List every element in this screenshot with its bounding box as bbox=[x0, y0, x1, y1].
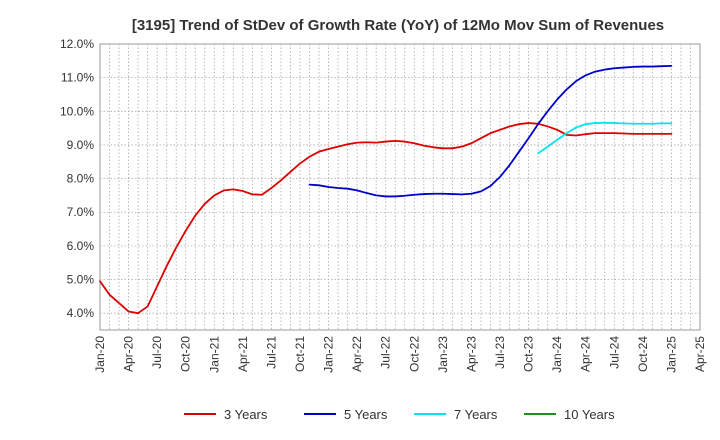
series-line-7-years bbox=[537, 121, 673, 155]
x-tick-label: Jan-21 bbox=[207, 336, 221, 373]
y-tick-label: 12.0% bbox=[60, 37, 94, 51]
legend: 3 Years 5 Years 7 Years 10 Years bbox=[184, 407, 615, 422]
x-tick-label: Jan-24 bbox=[550, 336, 564, 373]
legend-label-10-years: 10 Years bbox=[564, 407, 615, 422]
x-tick-label: Oct-24 bbox=[636, 336, 650, 372]
x-tick-label: Jan-23 bbox=[436, 336, 450, 373]
x-tick-label: Apr-24 bbox=[579, 336, 593, 372]
x-tick-label: Apr-25 bbox=[693, 336, 707, 372]
x-tick-label: Apr-23 bbox=[464, 336, 478, 372]
y-tick-label: 7.0% bbox=[67, 205, 95, 219]
x-tick-label: Apr-22 bbox=[350, 336, 364, 372]
plot-area bbox=[99, 43, 701, 331]
x-tick-label: Jul-21 bbox=[264, 336, 278, 369]
x-tick-label: Jul-20 bbox=[150, 336, 164, 369]
x-tick-label: Apr-20 bbox=[122, 336, 136, 372]
legend-label-5-years: 5 Years bbox=[344, 407, 388, 422]
legend-label-7-years: 7 Years bbox=[454, 407, 498, 422]
legend-label-3-years: 3 Years bbox=[224, 407, 268, 422]
y-tick-label: 6.0% bbox=[67, 239, 95, 253]
axis-layer: 4.0% 5.0% 6.0% 7.0% 8.0% 9.0% 10.0% 11.0% 12.0% J… bbox=[60, 37, 707, 373]
y-tick-label: 8.0% bbox=[67, 172, 95, 186]
chart-title: [3195] Trend of StDev of Growth Rate (Yo… bbox=[132, 17, 664, 34]
x-tick-label: Oct-20 bbox=[179, 336, 193, 372]
y-tick-label: 11.0% bbox=[61, 71, 94, 85]
x-tick-label: Oct-22 bbox=[407, 336, 421, 372]
y-tick-label: 4.0% bbox=[67, 306, 95, 320]
x-tick-label: Apr-21 bbox=[236, 336, 250, 372]
grid-layer bbox=[100, 44, 700, 330]
x-tick-label: Jul-22 bbox=[379, 336, 393, 369]
series-layer bbox=[99, 64, 673, 315]
x-tick-label: Jul-24 bbox=[607, 336, 621, 369]
series-line-5-years bbox=[308, 64, 673, 198]
x-tick-label: Jan-20 bbox=[93, 336, 107, 373]
x-tick-label: Jan-25 bbox=[664, 336, 678, 373]
y-tick-label: 5.0% bbox=[67, 273, 95, 287]
y-tick-label: 9.0% bbox=[67, 138, 95, 152]
x-tick-label: Oct-23 bbox=[522, 336, 536, 372]
series-line-3-years bbox=[99, 122, 673, 315]
x-tick-label: Jul-23 bbox=[493, 336, 507, 369]
y-tick-label: 10.0% bbox=[60, 104, 94, 118]
x-tick-label: Jan-22 bbox=[322, 336, 336, 373]
x-tick-label: Oct-21 bbox=[293, 336, 307, 372]
